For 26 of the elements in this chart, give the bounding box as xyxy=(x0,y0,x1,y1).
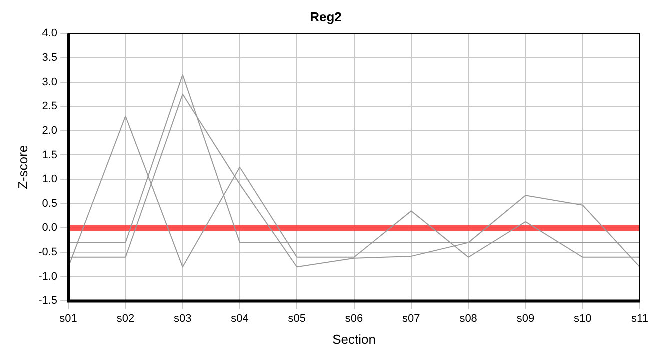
x-tick-label: s11 xyxy=(632,312,648,325)
y-tick-label: 1.0 xyxy=(42,174,58,186)
x-tick-label: s09 xyxy=(516,312,535,325)
x-tick-label: s05 xyxy=(288,312,306,325)
y-tick-label: -0.5 xyxy=(38,246,58,259)
x-tick-label: s03 xyxy=(174,312,192,325)
y-axis-title: Z-score xyxy=(15,145,30,190)
x-tick-label: s08 xyxy=(460,312,478,325)
y-tick-label: 3.0 xyxy=(42,76,58,88)
y-tick-label: 2.0 xyxy=(42,124,58,137)
y-tick-label: 0.0 xyxy=(42,222,58,234)
y-tick-label: -1.5 xyxy=(38,295,58,308)
y-tick-label: 3.5 xyxy=(42,52,58,64)
x-tick-label: s01 xyxy=(60,312,78,325)
y-tick-label: -1.0 xyxy=(38,270,58,283)
x-tick-label: s07 xyxy=(402,312,420,325)
x-tick-label: s10 xyxy=(574,312,592,325)
chart-title: Reg2 xyxy=(310,9,342,24)
y-tick-label: 0.5 xyxy=(42,198,58,210)
x-tick-label: s02 xyxy=(116,312,135,325)
y-tick-label: 4.0 xyxy=(42,28,58,40)
x-tick-label: s06 xyxy=(345,312,364,325)
y-tick-label: 2.5 xyxy=(42,100,58,113)
y-tick-label: 1.5 xyxy=(42,149,58,162)
x-tick-label: s04 xyxy=(231,312,249,325)
x-axis-title: Section xyxy=(332,332,376,347)
